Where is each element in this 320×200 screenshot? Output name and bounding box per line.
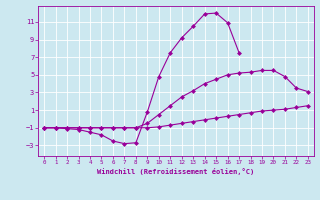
X-axis label: Windchill (Refroidissement éolien,°C): Windchill (Refroidissement éolien,°C) (97, 168, 255, 175)
